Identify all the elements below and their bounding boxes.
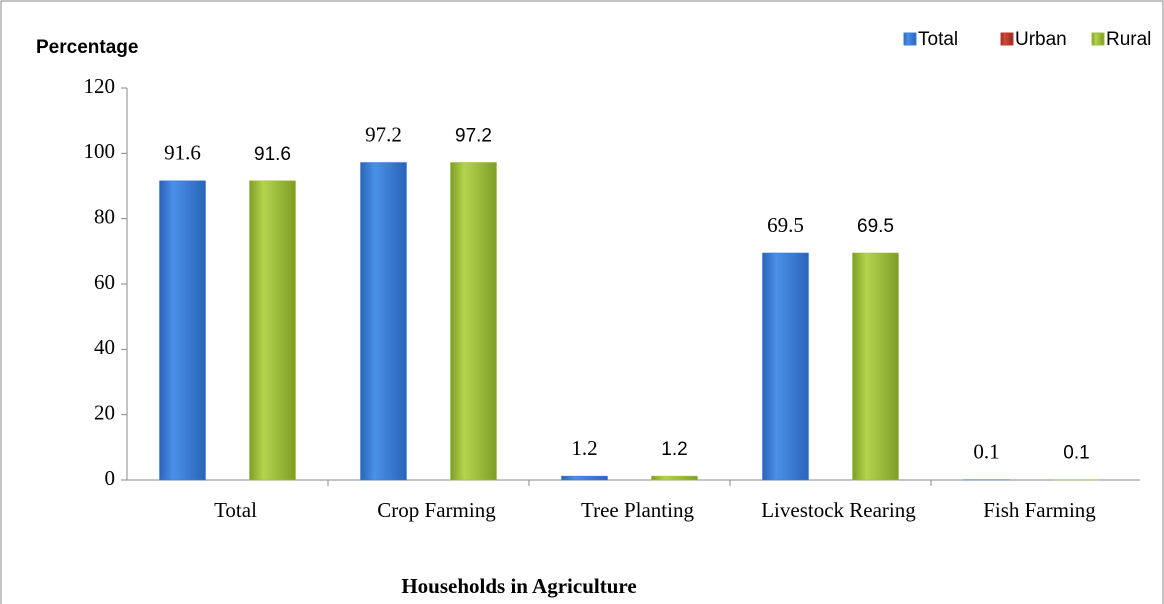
data-label: 97.2 [455,125,492,146]
data-label: 97.2 [365,122,402,146]
legend-swatch [1000,32,1014,46]
y-tick-label: 80 [94,204,115,228]
bar [651,475,698,481]
bar [852,252,899,481]
data-label: 91.6 [254,144,291,165]
legend-label: Urban [1015,29,1067,50]
x-axis-title: Households in Agriculture [401,574,636,598]
x-tick-label: Crop Farming [377,498,496,522]
x-tick-label: Livestock Rearing [761,498,916,522]
legend-label: Total [918,29,958,50]
y-tick-label: 20 [94,400,115,424]
data-label: 69.5 [767,213,804,237]
x-tick-label: Total [214,498,257,522]
x-tick-label: Fish Farming [983,498,1096,522]
data-label: 0.1 [1063,443,1089,464]
data-label: 0.1 [973,439,999,463]
data-label: 91.6 [164,141,201,165]
y-tick-label: 60 [94,270,115,294]
bar [360,162,407,481]
bar [249,180,296,481]
data-label: 1.2 [571,436,597,460]
bar [561,475,608,481]
bar [450,162,497,481]
data-label: 69.5 [857,216,894,237]
legend-swatch [903,32,917,46]
legend-swatch [1091,32,1105,46]
y-axis-title: Percentage [36,37,138,58]
x-tick-label: Tree Planting [581,498,694,522]
legend-label: Rural [1106,29,1151,50]
y-tick-label: 100 [84,139,116,163]
y-tick-label: 120 [84,74,116,98]
bar [159,180,206,481]
y-tick-label: 40 [94,335,115,359]
bar [762,252,809,481]
data-label: 1.2 [661,439,687,460]
y-tick-label: 0 [105,466,116,490]
